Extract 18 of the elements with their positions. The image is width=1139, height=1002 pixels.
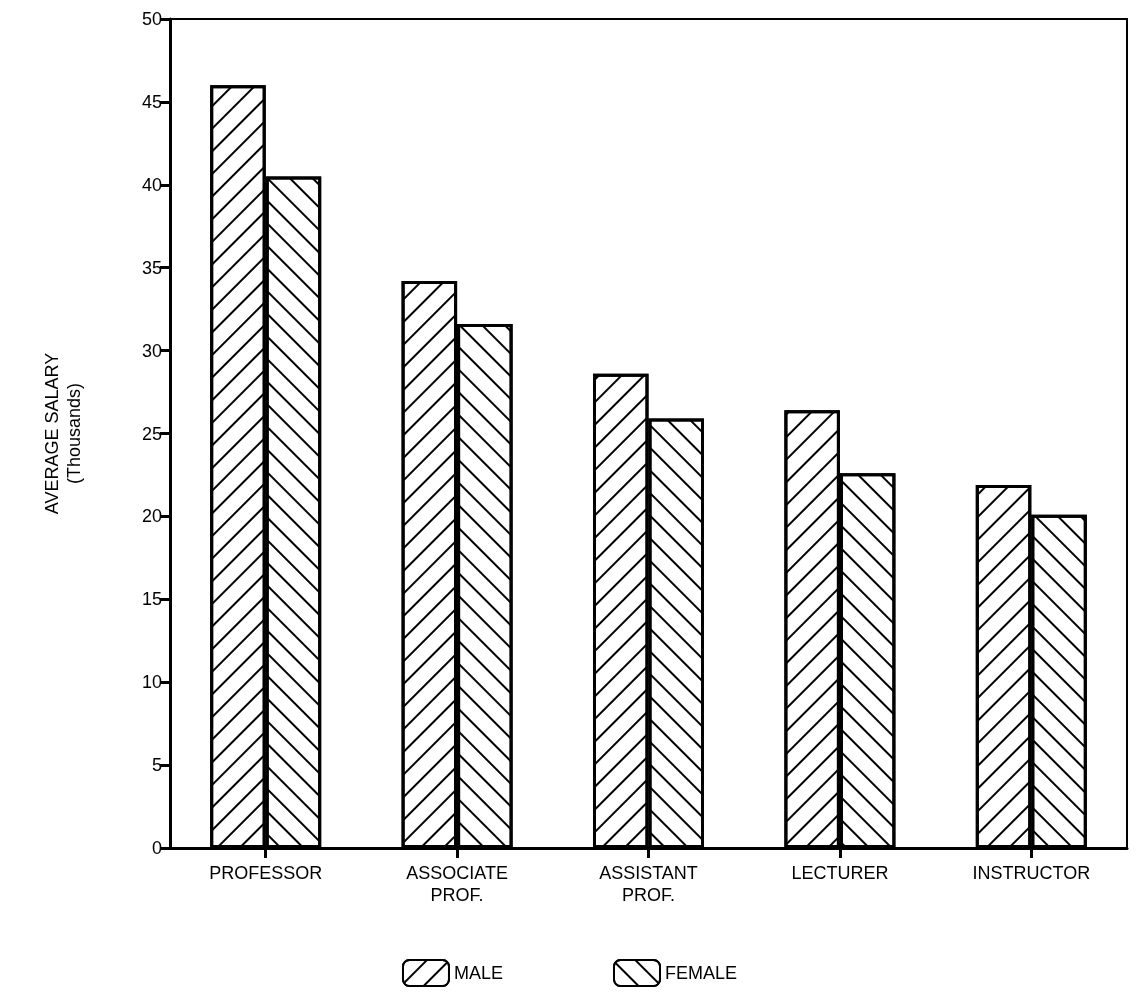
legend-label: MALE: [453, 963, 504, 983]
y-tick-label: 40: [141, 174, 162, 195]
y-tick-label: 10: [141, 672, 162, 693]
x-tick-label: ASSOCIATE PROF.: [406, 863, 508, 905]
y-tick-label: 30: [141, 340, 162, 361]
y-tick-label: 25: [141, 423, 162, 444]
x-tick-label: INSTRUCTOR: [972, 863, 1091, 883]
x-tick-label: ASSISTANT PROF.: [599, 863, 698, 905]
y-tick-label: 35: [141, 257, 162, 278]
y-tick-label: 5: [151, 755, 162, 776]
x-tick-label: LECTURER: [791, 863, 889, 883]
y-tick-label: 15: [141, 589, 162, 610]
y-tick-label: 20: [141, 506, 162, 527]
x-tick-label: PROFESSOR: [209, 863, 323, 883]
y-tick-label: 45: [141, 91, 162, 112]
legend-label: FEMALE: [665, 963, 738, 983]
y-axis-title: AVERAGE SALARY (Thousands): [42, 352, 84, 515]
y-tick-label: 50: [141, 9, 162, 29]
